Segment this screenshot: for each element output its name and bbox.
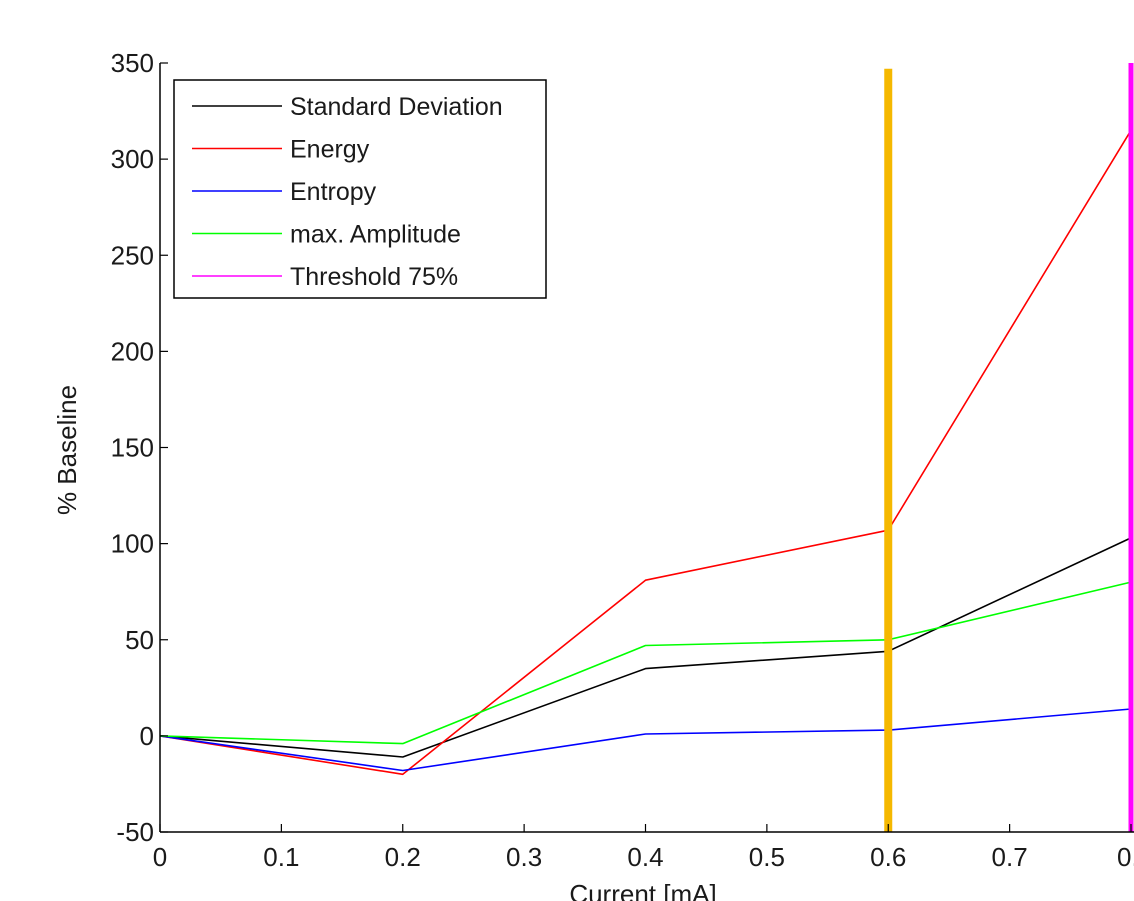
series-line-max-amplitude — [160, 581, 1132, 745]
x-tick-label: 0.6 — [870, 842, 906, 872]
y-tick-label: 0 — [140, 721, 154, 751]
x-tick-label: 0.5 — [749, 842, 785, 872]
y-tick-label: 50 — [125, 625, 154, 655]
y-tick-label: 350 — [111, 48, 154, 78]
y-tick-label: 300 — [111, 144, 154, 174]
series-line-standard-deviation — [160, 537, 1132, 758]
y-tick-label: 100 — [111, 529, 154, 559]
x-tick-label: 0.3 — [506, 842, 542, 872]
x-axis-title: Current [mA] — [569, 879, 716, 901]
x-tick-label: 0.1 — [263, 842, 299, 872]
y-tick-label: 150 — [111, 433, 154, 463]
y-tick-label: -50 — [116, 817, 154, 847]
series-line-entropy — [160, 708, 1132, 772]
series-line-energy — [160, 129, 1132, 776]
x-tick-label: 0. — [1117, 842, 1134, 872]
legend-label: Threshold 75% — [290, 263, 458, 291]
x-tick-label: 0 — [153, 842, 167, 872]
legend-label: max. Amplitude — [290, 221, 461, 249]
x-tick-label: 0.4 — [627, 842, 663, 872]
y-axis-title: % Baseline — [52, 385, 82, 515]
legend: Standard Deviation Energy Entropy max. Ampl… — [173, 79, 547, 299]
y-tick-label: 200 — [111, 336, 154, 366]
y-tick-label: 250 — [111, 240, 154, 270]
legend-box — [173, 79, 547, 299]
legend-label: Energy — [290, 136, 370, 164]
x-tick-label: 0.7 — [992, 842, 1028, 872]
data-layer — [160, 63, 1134, 832]
legend-label: Entropy — [290, 178, 377, 206]
legend-label: Standard Deviation — [290, 93, 503, 121]
x-tick-label: 0.2 — [385, 842, 421, 872]
